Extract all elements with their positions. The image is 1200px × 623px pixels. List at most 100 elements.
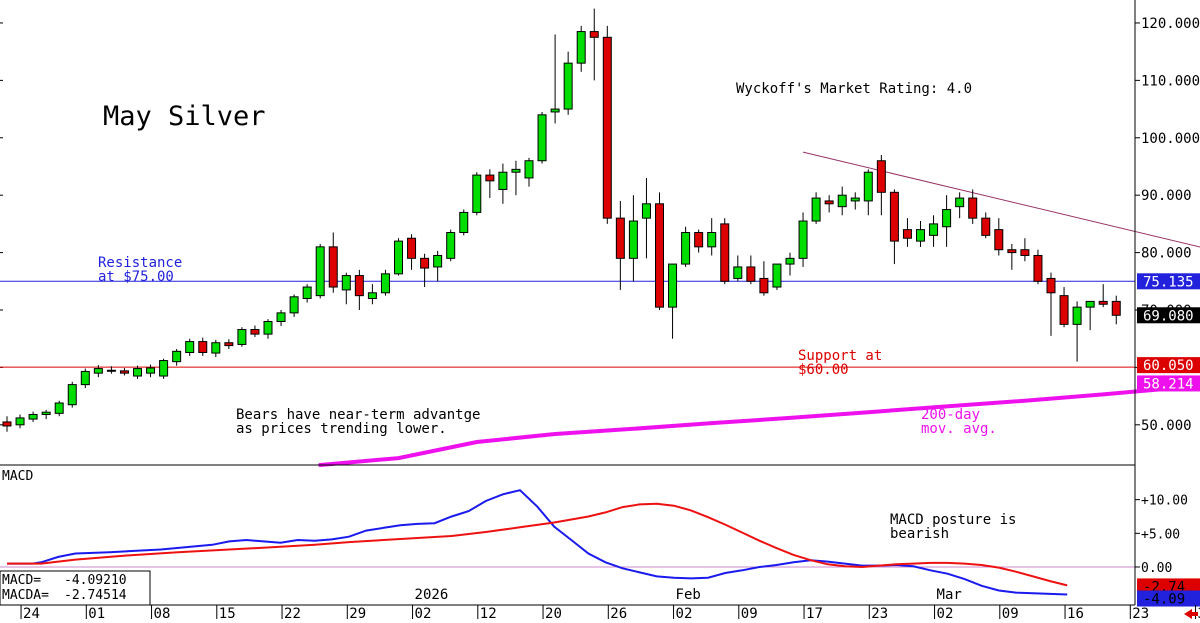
candle [589, 8, 599, 81]
candle [876, 155, 886, 216]
x-tick-label: 08 [154, 606, 171, 622]
candle [668, 263, 678, 339]
candle-body-up [41, 411, 51, 415]
candle-body-up [916, 229, 925, 242]
bears-annotation-1: Bears have near-term advantge [236, 407, 480, 423]
candle-body-down [968, 197, 978, 219]
candle-body-down [328, 246, 338, 288]
support-label-2: $60.00 [798, 362, 849, 378]
x-tick-label: 22 [284, 606, 301, 622]
candle [28, 411, 38, 422]
macd-panel: +10.00 +5.00 0.00 [0, 489, 1188, 596]
candle [472, 172, 482, 216]
candle [54, 400, 64, 417]
candle-body-down [746, 266, 756, 282]
candle-body-up [472, 174, 482, 213]
candle [981, 212, 991, 239]
candle [694, 229, 704, 253]
candle-body-down [2, 421, 12, 427]
candle-body-down [106, 369, 116, 372]
candle [902, 218, 912, 247]
candle-body-up [733, 266, 743, 279]
candle [1046, 272, 1056, 336]
y-tick-label: 50.000 [1141, 418, 1192, 434]
x-major-label: 2026 [415, 587, 449, 603]
x-tick-label: 17 [806, 606, 823, 622]
candle [824, 195, 834, 213]
macd-series-macd [7, 489, 1068, 596]
last-price-tag-box [1137, 307, 1200, 324]
candle-body-down [589, 31, 599, 38]
candle-body-up [80, 370, 90, 386]
x-tick-label: 23 [1132, 606, 1149, 622]
candle [602, 25, 612, 224]
candle-body-up [367, 292, 377, 300]
candle-body-up [380, 273, 390, 294]
macd-y-tick-label: 0.00 [1141, 561, 1172, 576]
x-major-label: Mar [937, 587, 962, 603]
candle [185, 338, 195, 356]
candle-body-down [1020, 249, 1030, 256]
candle [41, 409, 51, 420]
candle-body-up [772, 263, 782, 288]
candle-body-up [28, 413, 38, 420]
candle [785, 252, 795, 276]
candle [250, 325, 260, 337]
candle [916, 221, 925, 247]
candle-body-up [146, 367, 156, 374]
candle [263, 319, 273, 339]
x-tick-label: 09 [741, 606, 758, 622]
candle-body-up [929, 223, 939, 236]
candle-body-up [341, 275, 351, 291]
candle [67, 381, 77, 408]
market-rating: Wyckoff's Market Rating: 4.0 [736, 81, 972, 97]
candle [798, 212, 808, 267]
x-tick-label: 23 [871, 606, 888, 622]
macd-tag-box [1137, 590, 1200, 607]
candle [615, 200, 625, 290]
candle-body-up [459, 211, 469, 234]
candle-body-up [211, 342, 221, 354]
macda-readout-value: -2.74514 [64, 588, 127, 603]
candle [1098, 284, 1108, 308]
macd-title: MACD [2, 469, 33, 484]
candle-body-up [863, 171, 873, 202]
x-tick-label: 09 [1002, 606, 1019, 622]
candle [942, 195, 952, 247]
y-tick-label: 100.000 [1141, 131, 1200, 147]
candle-body-up [1072, 306, 1082, 325]
ma200-tag: 58.214 [1137, 375, 1200, 392]
candle [1059, 287, 1069, 328]
candle [1033, 249, 1043, 285]
candle-body-down [1059, 295, 1069, 325]
candle-body-down [889, 191, 899, 242]
candle [276, 310, 286, 327]
candle [394, 238, 403, 276]
x-axis: 2401081522290212202602091723020916233020… [20, 587, 1200, 622]
candle-body-up [955, 197, 965, 208]
bears-annotation-2: as prices trending lower. [236, 421, 447, 437]
candle-body-down [119, 370, 129, 374]
grid-lines: 50.00060.00070.00080.00090.000100.000110… [0, 16, 1200, 434]
candle [537, 111, 547, 164]
candle [237, 327, 247, 347]
candle-body-down [1098, 300, 1108, 305]
chart-title: May Silver [103, 101, 266, 132]
candle [15, 414, 25, 429]
candle [1111, 295, 1121, 325]
candle-body-up [707, 232, 717, 248]
scroll-arrow-icon[interactable] [1184, 609, 1198, 619]
x-tick-label: 30 [1198, 606, 1200, 622]
candle [133, 365, 142, 379]
candle [211, 339, 221, 358]
candle [511, 160, 521, 196]
candle [2, 416, 12, 432]
candle [198, 337, 208, 356]
candle [341, 272, 351, 305]
candle [628, 195, 638, 282]
candle [446, 229, 456, 262]
candle [1007, 243, 1017, 270]
candle-body-up [681, 232, 691, 265]
candle-body-up [67, 384, 77, 406]
